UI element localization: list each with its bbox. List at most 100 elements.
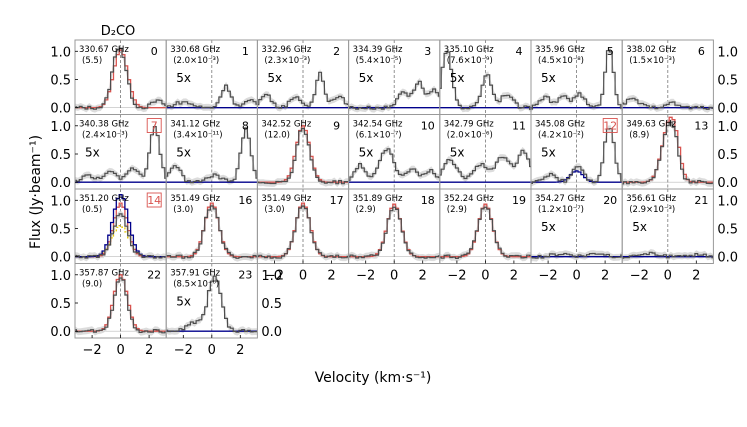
panel-coefficient: (3.4×10⁻¹¹) — [173, 131, 222, 141]
panel-plot-area — [166, 40, 258, 115]
y-tick-label-right: 0.5 — [261, 297, 282, 312]
uncertainty-band — [75, 123, 167, 185]
x-tick-label: −2 — [539, 269, 558, 284]
panel-frequency: 338.02 GHz — [626, 45, 676, 55]
uncertainty-band — [439, 48, 531, 113]
observed-spectrum — [257, 127, 349, 185]
panel-frequency: 351.89 GHz — [353, 194, 403, 204]
x-tick-label: 0 — [208, 343, 216, 358]
panel-index-box — [146, 192, 162, 208]
panel-plot-area — [257, 40, 349, 115]
panel-plot-area — [257, 189, 349, 264]
panel-index: 2 — [333, 45, 340, 58]
x-tick-label: 0 — [116, 343, 124, 358]
panel-scale-label: 5x — [85, 146, 100, 160]
panel-frequency: 332.96 GHz — [261, 45, 311, 55]
panel-14: 351.20 GHz(0.5) 14 0.0 0.5 1.0 — [50, 188, 167, 266]
uncertainty-band — [531, 125, 623, 187]
y-tick-label: 1.0 — [50, 120, 71, 135]
panel-scale-label: 5x — [541, 146, 556, 160]
panel-6: 338.02 GHz(1.5×10⁻³) 6 0.0 0.5 1.0 — [621, 39, 738, 117]
y-tick-label-right: 1.0 — [261, 269, 282, 284]
y-tick-label-right: 1.0 — [717, 45, 738, 60]
panel-frequency: 342.79 GHz — [444, 120, 494, 130]
observed-spectrum — [348, 206, 440, 259]
y-tick-label: 1.0 — [50, 269, 71, 284]
panel-frequency: 354.27 GHz — [535, 194, 585, 204]
observed-spectrum — [622, 121, 714, 185]
uncertainty-band — [622, 249, 714, 262]
observed-spectrum — [166, 84, 258, 109]
uncertainty-band — [166, 272, 258, 336]
panel-index: 14 — [147, 194, 161, 207]
y-tick-label: 0.0 — [50, 102, 71, 117]
y-tick-label-right: 0.5 — [717, 148, 738, 163]
panel-scale-label: 5x — [267, 71, 282, 85]
x-tick-label: 2 — [692, 269, 700, 284]
panel-plot-area — [348, 189, 440, 264]
uncertainty-band — [348, 145, 440, 184]
panel-coefficient: (7.6×10⁻⁹) — [447, 56, 493, 66]
observed-spectrum — [531, 252, 623, 259]
panel-frequency: 335.10 GHz — [444, 45, 494, 55]
observed-spectrum — [166, 205, 258, 259]
panel-frequency: 357.87 GHz — [79, 269, 129, 279]
x-tick-label: 2 — [419, 269, 427, 284]
panel-frequency: 341.12 GHz — [170, 120, 220, 130]
panel-index: 4 — [516, 45, 523, 58]
uncertainty-band — [348, 203, 440, 262]
y-tick-label: 0.5 — [50, 297, 71, 312]
uncertainty-band — [439, 146, 531, 182]
panel-plot-area — [622, 114, 714, 189]
y-tick-label-right: 0.0 — [717, 102, 738, 117]
panel-plot-area — [622, 40, 714, 115]
panel-4: 335.10 GHz(7.6×10⁻⁹) 5x 4 — [439, 39, 532, 115]
panel-coefficient: (2.0×10⁻³) — [173, 56, 219, 66]
y-tick-label: 0.0 — [50, 325, 71, 340]
panel-22: 357.87 GHz(9.0) 22 0.0 0.5 1.0 −2 0 2 — [50, 263, 167, 358]
observed-spectrum — [348, 80, 440, 110]
observed-spectrum — [531, 50, 623, 110]
y-axis-label: Flux (Jy·beam⁻¹) — [28, 135, 44, 249]
panel-frequency: 342.54 GHz — [353, 120, 403, 130]
panel-coefficient: (3.0) — [173, 205, 193, 215]
x-tick-label: −2 — [83, 343, 102, 358]
panel-frequency: 330.68 GHz — [170, 45, 220, 55]
panel-scale-label: 5x — [450, 146, 465, 160]
y-tick-label: 0.5 — [50, 148, 71, 163]
panel-coefficient: (4.5×10⁻⁸) — [538, 56, 584, 66]
uncertainty-band — [257, 202, 349, 262]
y-tick-label-right: 0.5 — [717, 74, 738, 89]
observed-spectrum — [75, 213, 167, 259]
panel-19: 352.24 GHz(2.9) 19 −2 0 2 — [439, 188, 532, 284]
panel-coefficient: (2.0×10⁻⁶) — [447, 131, 493, 141]
observed-spectrum — [75, 47, 167, 110]
panel-coefficient: (0.5) — [82, 205, 102, 215]
panel-index: 8 — [242, 120, 249, 133]
panel-7: 340.38 GHz(2.4×10⁻³) 5x 7 0.0 0.5 1.0 — [50, 114, 167, 191]
panel-index: 23 — [238, 269, 252, 282]
panel-plot-area — [439, 114, 531, 189]
panel-index: 16 — [238, 194, 252, 207]
uncertainty-band — [166, 124, 258, 186]
panel-coefficient: (2.3×10⁻³) — [264, 56, 310, 66]
panel-0: 330.67 GHz(5.5) 0 0.0 0.5 1.0 — [50, 39, 167, 117]
panel-8: 341.12 GHz(3.4×10⁻¹¹) 5x 8 — [165, 114, 258, 190]
panel-index: 3 — [424, 45, 431, 58]
x-tick-label: −2 — [447, 269, 466, 284]
panel-21: 356.61 GHz(2.9×10⁻³) 5x 21 0.0 0.5 1.0 −2 0 2 — [621, 188, 738, 284]
x-tick-label: 2 — [327, 269, 335, 284]
panel-17: 351.49 GHz(3.0) 17 −2 0 2 — [256, 188, 350, 284]
panel-scale-label: 5x — [359, 146, 374, 160]
x-axis-label: Velocity (km·s⁻¹) — [315, 370, 432, 386]
panel-frequency: 340.38 GHz — [79, 120, 129, 130]
panel-scale-label: 5x — [632, 220, 647, 234]
uncertainty-band — [348, 77, 440, 113]
panel-scale-label: 5x — [176, 146, 191, 160]
panel-index: 6 — [698, 45, 705, 58]
panel-coefficient: (1.5×10⁻³) — [629, 56, 675, 66]
panel-index: 1 — [242, 45, 249, 58]
x-tick-label: 0 — [390, 269, 398, 284]
observed-spectrum — [75, 126, 167, 182]
y-tick-label: 1.0 — [50, 194, 71, 209]
